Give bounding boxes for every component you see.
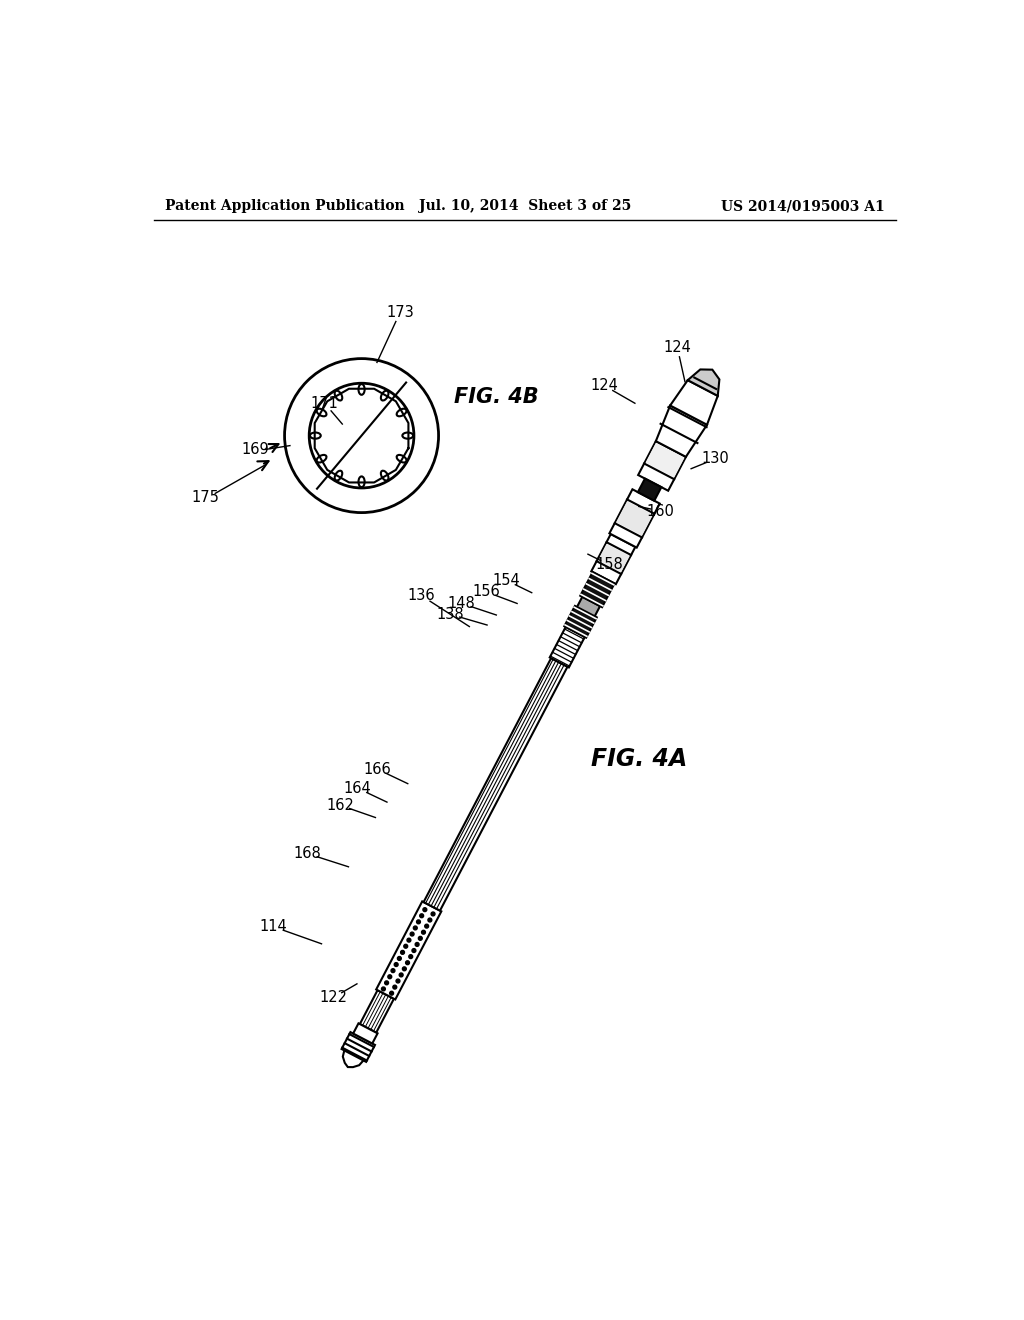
Polygon shape bbox=[577, 597, 600, 616]
Polygon shape bbox=[581, 572, 614, 607]
Circle shape bbox=[414, 927, 417, 929]
Polygon shape bbox=[688, 370, 720, 396]
Text: FIG. 4B: FIG. 4B bbox=[454, 387, 539, 407]
Text: 160: 160 bbox=[646, 503, 674, 519]
Text: FIG. 4A: FIG. 4A bbox=[591, 747, 687, 771]
Text: 122: 122 bbox=[319, 990, 347, 1006]
Polygon shape bbox=[550, 627, 585, 668]
Polygon shape bbox=[359, 990, 394, 1032]
Circle shape bbox=[390, 991, 393, 995]
Circle shape bbox=[396, 979, 400, 983]
Polygon shape bbox=[670, 380, 718, 425]
Circle shape bbox=[403, 944, 408, 948]
Circle shape bbox=[425, 924, 429, 928]
Circle shape bbox=[391, 969, 395, 973]
Circle shape bbox=[402, 966, 407, 970]
Circle shape bbox=[388, 974, 392, 978]
Circle shape bbox=[382, 987, 385, 991]
Circle shape bbox=[423, 908, 427, 912]
Text: 124: 124 bbox=[590, 378, 618, 393]
Polygon shape bbox=[609, 490, 659, 548]
Circle shape bbox=[399, 973, 403, 977]
Circle shape bbox=[415, 942, 419, 946]
Circle shape bbox=[412, 949, 416, 953]
Polygon shape bbox=[424, 659, 567, 911]
Text: 168: 168 bbox=[294, 846, 322, 861]
Circle shape bbox=[428, 919, 432, 921]
Text: 171: 171 bbox=[310, 396, 339, 411]
Circle shape bbox=[385, 981, 388, 985]
Circle shape bbox=[422, 931, 425, 935]
Text: 156: 156 bbox=[472, 585, 500, 599]
Circle shape bbox=[406, 961, 410, 965]
Polygon shape bbox=[342, 1032, 375, 1061]
Polygon shape bbox=[343, 1051, 364, 1067]
Polygon shape bbox=[638, 479, 662, 500]
Circle shape bbox=[407, 939, 411, 942]
Text: US 2014/0195003 A1: US 2014/0195003 A1 bbox=[721, 199, 885, 213]
Text: 158: 158 bbox=[596, 557, 624, 573]
Text: 164: 164 bbox=[344, 780, 372, 796]
Circle shape bbox=[431, 912, 435, 916]
Polygon shape bbox=[638, 441, 686, 491]
Text: Jul. 10, 2014  Sheet 3 of 25: Jul. 10, 2014 Sheet 3 of 25 bbox=[419, 199, 631, 213]
Text: 173: 173 bbox=[386, 305, 414, 319]
Text: 114: 114 bbox=[260, 919, 288, 935]
Polygon shape bbox=[353, 1023, 378, 1044]
Text: 148: 148 bbox=[447, 595, 475, 611]
Polygon shape bbox=[655, 405, 707, 457]
Circle shape bbox=[393, 985, 396, 989]
Polygon shape bbox=[376, 902, 441, 999]
Text: 136: 136 bbox=[408, 589, 435, 603]
Circle shape bbox=[394, 962, 398, 966]
Polygon shape bbox=[645, 444, 684, 478]
Circle shape bbox=[397, 957, 401, 961]
Polygon shape bbox=[598, 544, 630, 573]
Polygon shape bbox=[616, 502, 653, 536]
Text: 162: 162 bbox=[326, 797, 354, 813]
Text: 130: 130 bbox=[701, 451, 730, 466]
Polygon shape bbox=[591, 535, 635, 585]
Polygon shape bbox=[564, 606, 597, 638]
Circle shape bbox=[417, 920, 421, 924]
Circle shape bbox=[419, 936, 422, 940]
Circle shape bbox=[411, 932, 414, 936]
Text: 175: 175 bbox=[191, 490, 219, 504]
Text: 138: 138 bbox=[436, 607, 464, 622]
Circle shape bbox=[400, 950, 404, 954]
Text: Patent Application Publication: Patent Application Publication bbox=[165, 199, 404, 213]
Circle shape bbox=[420, 913, 424, 917]
Text: 154: 154 bbox=[493, 573, 520, 587]
Text: 169: 169 bbox=[242, 442, 269, 457]
Circle shape bbox=[409, 954, 413, 958]
Text: 124: 124 bbox=[664, 339, 691, 355]
Text: 166: 166 bbox=[364, 762, 391, 776]
